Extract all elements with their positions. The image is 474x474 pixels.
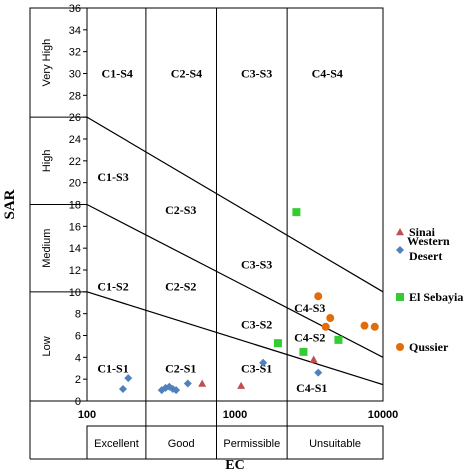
sinai-legend-label: Sinai — [409, 225, 436, 239]
zone-label: C2-S4 — [171, 67, 202, 81]
western-desert-point — [183, 379, 192, 388]
zone-label: C2-S3 — [165, 203, 196, 217]
western-desert-legend-label: Desert — [409, 249, 442, 263]
sodium-class-label: Very High — [41, 39, 53, 87]
y-tick-label: 36 — [69, 3, 81, 15]
zone-label: C1-S2 — [97, 279, 128, 293]
sodium-hazard-line — [86, 291, 384, 386]
x-tick-label: 100 — [78, 409, 96, 421]
zone-label: C4-S3 — [294, 301, 325, 315]
el-sebayia-point — [273, 339, 282, 348]
el-sebayia-legend-marker — [396, 293, 404, 301]
y-tick-label: 2 — [75, 374, 81, 386]
sodium-class-label: High — [41, 150, 53, 173]
salinity-class-label: Permissible — [223, 438, 280, 450]
zone-label: C3-S3 — [241, 67, 272, 81]
sinai-point — [237, 381, 246, 389]
y-tick-label: 12 — [69, 265, 81, 277]
y-tick-label: 28 — [69, 90, 81, 102]
sinai-legend-marker — [396, 228, 404, 236]
western-desert-point — [259, 358, 268, 367]
y-tick-label: 26 — [69, 112, 81, 124]
zone-label: C1-S3 — [97, 170, 128, 184]
zone-label: C2-S2 — [165, 279, 196, 293]
zone-label: C4-S1 — [296, 381, 327, 395]
el-sebayia-point — [299, 347, 308, 356]
salinity-class-label: Excellent — [94, 438, 139, 450]
y-tick-label: 8 — [75, 309, 81, 321]
y-tick-label: 18 — [69, 200, 81, 212]
western-desert-point — [314, 368, 323, 377]
y-tick-label: 14 — [69, 243, 81, 255]
y-axis-title: SAR — [2, 189, 18, 219]
zone-label: C1-S1 — [97, 361, 128, 375]
el-sebayia-point — [292, 208, 301, 217]
zone-label: C4-S4 — [312, 67, 343, 81]
salinity-class-label: Unsuitable — [309, 438, 361, 450]
qussier-legend-label: Qussier — [409, 340, 449, 354]
western-desert-legend-marker — [396, 246, 404, 254]
qussier-legend-marker — [396, 343, 404, 351]
western-desert-point — [118, 384, 127, 393]
western-desert-legend-label: Western — [407, 234, 450, 248]
y-tick-label: 16 — [69, 221, 81, 233]
y-tick-label: 32 — [69, 47, 81, 59]
zone-label: C3-S3 — [241, 258, 272, 272]
sodium-hazard-line — [86, 116, 384, 293]
western-desert-point — [124, 374, 133, 383]
zone-label: C3-S2 — [241, 318, 272, 332]
y-tick-label: 20 — [69, 178, 81, 190]
zone-label: C1-S4 — [102, 67, 133, 81]
sodium-class-label: Low — [41, 336, 53, 356]
sinai-point — [309, 355, 318, 363]
x-axis-title: EC — [225, 458, 244, 473]
zone-label: C2-S1 — [165, 361, 196, 375]
y-tick-label: 24 — [69, 134, 81, 146]
zone-labels: C1-S4 C2-S4 C3-S3 C4-S4 C1-S3 C2-S3 C3-S3 C4-S3… — [97, 67, 343, 395]
boundary-lines — [86, 116, 384, 386]
zone-label: C3-S1 — [241, 361, 272, 375]
qussier-point — [326, 314, 335, 323]
y-tick-label: 10 — [69, 287, 81, 299]
qussier-point — [314, 292, 323, 301]
el-sebayia-legend-label: El Sebayia — [409, 290, 463, 304]
zone-label: C4-S2 — [294, 331, 325, 345]
salinity-class-bar — [86, 425, 384, 460]
sodium-class-label: Medium — [41, 229, 53, 268]
y-tick-label: 22 — [69, 156, 81, 168]
x-tick-label: 10000 — [368, 409, 399, 421]
y-tick-label: 34 — [69, 25, 81, 37]
qussier-point — [321, 322, 330, 331]
plot-grid — [29, 7, 384, 460]
qussier-point — [360, 321, 369, 330]
el-sebayia-point — [334, 335, 343, 344]
x-tick-label: 1000 — [223, 409, 247, 421]
y-tick-label: 6 — [75, 331, 81, 343]
sinai-point — [198, 379, 207, 387]
y-tick-label: 0 — [75, 396, 81, 408]
qussier-point — [370, 322, 379, 331]
salinity-class-label: Good — [168, 438, 195, 450]
sodium-hazard-line — [86, 203, 384, 358]
western-desert-point — [172, 386, 181, 395]
y-tick-label: 30 — [69, 69, 81, 81]
data-points — [118, 208, 379, 395]
y-tick-label: 4 — [75, 352, 81, 364]
